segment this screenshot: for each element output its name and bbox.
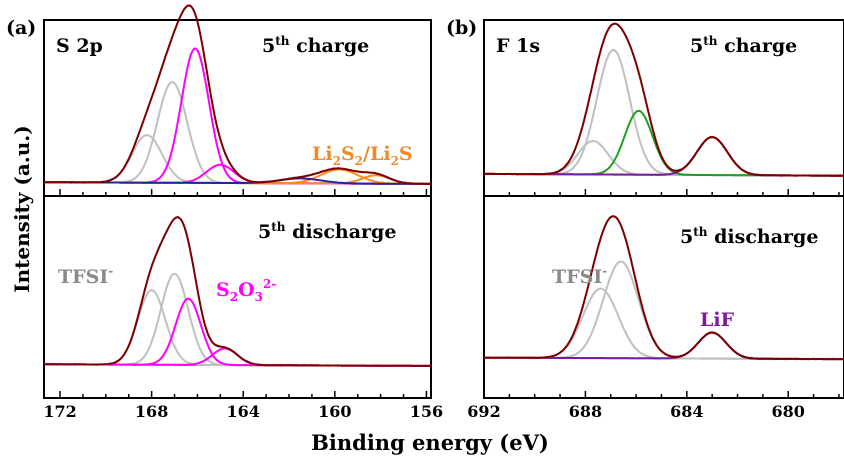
component-peak-line bbox=[484, 48, 844, 177]
panel-a-charge-plot bbox=[43, 4, 432, 186]
panel-a-ticks: 172 168 164 160 156 bbox=[43, 189, 443, 421]
x-tick-label: 680 bbox=[772, 402, 805, 421]
envelope-fit-line bbox=[44, 4, 431, 185]
x-tick-label: 172 bbox=[43, 402, 76, 421]
x-axis-title: Binding energy (eV) bbox=[311, 430, 549, 455]
envelope-fit-line bbox=[484, 215, 844, 361]
y-axis-title: Intensity (a.u.) bbox=[10, 125, 34, 292]
component-peak-line bbox=[484, 109, 844, 177]
panel-a-discharge-label: 5th discharge bbox=[258, 220, 396, 243]
panel-a-element: S 2p bbox=[56, 35, 103, 57]
panel-b-discharge-label: 5th discharge bbox=[680, 225, 818, 248]
li2s2-li2s-annotation: Li2S2/Li2S bbox=[312, 143, 413, 168]
x-tick-label: 156 bbox=[410, 402, 443, 421]
component-peak-line bbox=[484, 331, 844, 361]
x-tick-label: 684 bbox=[670, 402, 703, 421]
panel-b-frame bbox=[483, 19, 844, 399]
component-peak-line bbox=[484, 287, 844, 361]
component-peak-line bbox=[484, 136, 844, 177]
x-tick-label: 160 bbox=[318, 402, 351, 421]
panel-b-label: (b) bbox=[446, 17, 477, 39]
panel-a: 172 168 164 160 156 bbox=[43, 4, 443, 421]
lif-annotation: LiF bbox=[700, 309, 735, 331]
panel-b-element: F 1s bbox=[496, 35, 540, 57]
x-tick-label: 692 bbox=[467, 402, 500, 421]
panel-b: 692 688 684 680 bbox=[467, 19, 844, 421]
tfsi-annotation-a: TFSI- bbox=[58, 264, 113, 288]
x-tick-label: 168 bbox=[135, 402, 168, 421]
panel-b-ticks: 692 688 684 680 bbox=[467, 189, 840, 421]
panel-a-discharge-plot bbox=[43, 215, 432, 368]
panel-a-charge-label: 5th charge bbox=[262, 34, 369, 57]
component-peak-line bbox=[44, 177, 431, 185]
x-tick-label: 688 bbox=[569, 402, 602, 421]
x-tick-label: 164 bbox=[227, 402, 260, 421]
s2o3-annotation: S2O32- bbox=[216, 277, 276, 304]
component-peak-line bbox=[484, 260, 844, 361]
panel-b-discharge-plot bbox=[483, 215, 844, 361]
panel-a-label: (a) bbox=[6, 17, 36, 39]
panel-b-charge-plot bbox=[483, 22, 844, 178]
tfsi-annotation-b: TFSI- bbox=[552, 264, 607, 288]
envelope-fit-line bbox=[44, 216, 431, 367]
envelope-fit-line bbox=[484, 22, 844, 177]
panel-a-frame bbox=[43, 19, 432, 399]
panel-b-charge-label: 5th charge bbox=[690, 34, 797, 57]
component-peak-line bbox=[44, 80, 431, 185]
component-peak-line bbox=[484, 139, 844, 177]
